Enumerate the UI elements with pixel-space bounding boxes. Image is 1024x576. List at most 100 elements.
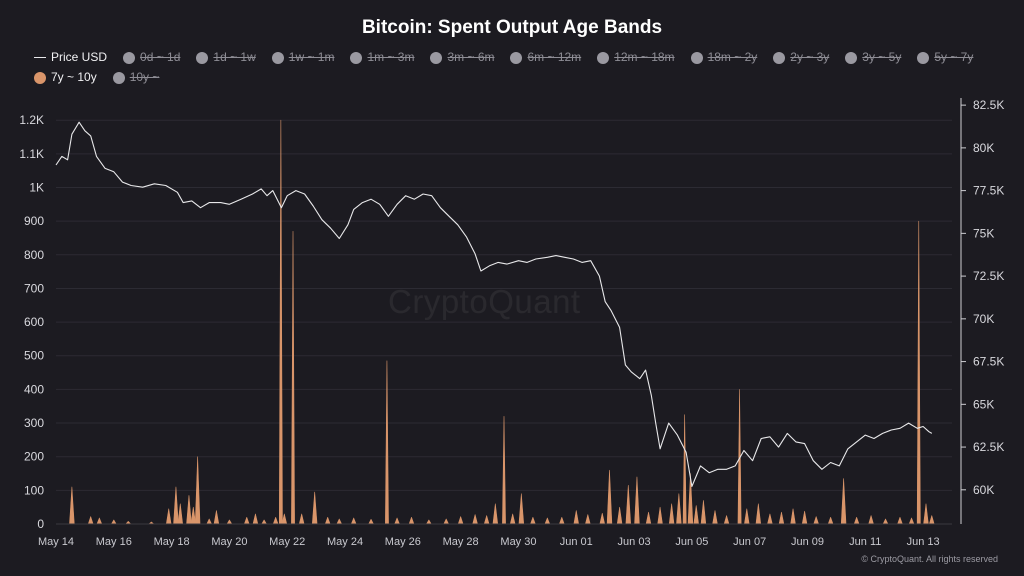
bar-peak bbox=[916, 220, 921, 525]
legend-item[interactable]: 7y ~ 10y bbox=[34, 69, 97, 86]
x-tick-label: Jun 13 bbox=[907, 536, 940, 548]
legend-item[interactable]: 0d ~ 1d bbox=[123, 49, 180, 66]
y-right-tick-label: 62.5K bbox=[973, 440, 1004, 454]
legend-label: 0d ~ 1d bbox=[140, 50, 181, 64]
bar-peak bbox=[908, 517, 915, 525]
legend-dot-swatch bbox=[271, 51, 284, 64]
legend-item[interactable]: 12m ~ 18m bbox=[597, 49, 675, 66]
legend-item[interactable]: 1d ~ 1w bbox=[196, 49, 256, 66]
bar-peak bbox=[291, 230, 295, 525]
legend-item[interactable]: 1w ~ 1m bbox=[271, 49, 335, 66]
bar-peak bbox=[111, 519, 117, 525]
legend-item[interactable]: Price USD bbox=[34, 49, 107, 66]
legend-dot-swatch bbox=[350, 51, 363, 64]
x-tick-label: May 18 bbox=[154, 536, 190, 548]
legend-item[interactable]: 3y ~ 5y bbox=[845, 49, 901, 66]
x-tick-label: May 28 bbox=[443, 536, 479, 548]
bar-peak bbox=[840, 478, 847, 525]
legend-label: 10y ~ bbox=[129, 70, 160, 84]
bar-peak bbox=[723, 515, 730, 525]
bar-peak bbox=[87, 516, 94, 525]
bar-peak bbox=[69, 486, 75, 525]
legend-line-swatch bbox=[34, 57, 46, 58]
bar-peak bbox=[853, 516, 860, 525]
legend-label: 3m ~ 6m bbox=[447, 50, 495, 64]
bar-peak bbox=[544, 517, 551, 525]
bar-peak bbox=[882, 518, 889, 525]
legend-label: 6m ~ 12m bbox=[527, 50, 582, 64]
legend-dot-swatch bbox=[196, 51, 209, 64]
legend-item[interactable]: 18m ~ 2y bbox=[690, 49, 757, 66]
legend-item[interactable]: 3m ~ 6m bbox=[430, 49, 494, 66]
bar-peak bbox=[509, 513, 516, 525]
legend-dot-swatch bbox=[430, 51, 443, 64]
legend-dot-swatch bbox=[34, 71, 46, 84]
legend-dot-swatch bbox=[845, 51, 858, 64]
y-left-tick-label: 900 bbox=[24, 214, 44, 228]
bar-peak bbox=[394, 517, 400, 525]
bar-peak bbox=[213, 510, 220, 525]
y-right-tick-label: 77.5K bbox=[973, 184, 1004, 198]
bar-peak bbox=[827, 516, 834, 525]
bar-peak bbox=[166, 508, 172, 525]
legend-item[interactable]: 1m ~ 3m bbox=[350, 49, 414, 66]
legend-item[interactable]: 6m ~ 12m bbox=[510, 49, 581, 66]
x-tick-label: May 22 bbox=[269, 536, 305, 548]
y-left-tick-label: 400 bbox=[24, 382, 44, 396]
legend-label: 1d ~ 1w bbox=[213, 50, 256, 64]
x-tick-label: Jun 09 bbox=[791, 536, 824, 548]
bar-peak bbox=[336, 518, 342, 525]
bar-peak bbox=[443, 518, 449, 525]
x-tick-label: Jun 11 bbox=[849, 536, 881, 548]
legend-dot-swatch bbox=[123, 51, 136, 64]
bar-peak bbox=[682, 414, 687, 525]
x-tick-label: May 24 bbox=[327, 536, 363, 548]
bar-peak bbox=[261, 519, 267, 525]
y-right-tick-label: 80K bbox=[973, 141, 994, 155]
bar-peak bbox=[483, 515, 490, 525]
bar-peak bbox=[252, 513, 259, 525]
bar-peak bbox=[173, 486, 179, 525]
bar-peak bbox=[298, 513, 305, 525]
y-right-tick-label: 65K bbox=[973, 397, 994, 411]
bar-peak bbox=[657, 506, 663, 525]
price-line-series bbox=[55, 121, 933, 487]
bar-peak bbox=[813, 516, 819, 525]
y-left-tick-label: 1.1K bbox=[19, 147, 44, 161]
x-axis-ticks: May 14 May 16 May 18 May 20 May 22 May 24 May … bbox=[38, 523, 952, 548]
chart-legend: Price USD 0d ~ 1d 1d ~ 1w 1w ~ 1m 1m ~ 3m 3m … bbox=[34, 49, 1014, 86]
x-tick-label: Jun 07 bbox=[733, 536, 766, 548]
legend-item[interactable]: 10y ~ bbox=[112, 69, 160, 86]
bar-peak bbox=[585, 514, 591, 525]
y-left-tick-label: 800 bbox=[24, 248, 44, 262]
bar-peak bbox=[573, 510, 579, 525]
legend-label: 1m ~ 3m bbox=[367, 50, 415, 64]
legend-item[interactable]: 2y ~ 3y bbox=[773, 49, 829, 66]
bar-peak bbox=[272, 516, 279, 525]
legend-dot-swatch bbox=[690, 51, 703, 64]
y-left-tick-label: 300 bbox=[24, 416, 44, 430]
legend-label: 1w ~ 1m bbox=[288, 50, 335, 64]
bar-peak bbox=[385, 360, 389, 525]
legend-dot-swatch bbox=[112, 71, 125, 84]
x-tick-label: May 30 bbox=[500, 536, 536, 548]
y-left-tick-label: 0 bbox=[37, 517, 44, 531]
bar-peak bbox=[408, 516, 415, 525]
x-tick-label: Jun 05 bbox=[675, 536, 708, 548]
bar-peak bbox=[929, 515, 935, 525]
y-right-tick-label: 70K bbox=[973, 312, 994, 326]
bar-peak bbox=[923, 503, 929, 525]
y-right-tick-label: 72.5K bbox=[973, 269, 1004, 283]
bar-peak bbox=[518, 493, 525, 525]
bar-peak bbox=[190, 506, 196, 525]
bar-peak bbox=[492, 503, 499, 525]
bar-peak bbox=[368, 518, 374, 525]
legend-label: 7y ~ 10y bbox=[51, 70, 97, 84]
bar-peak bbox=[755, 503, 762, 525]
y-left-tick-label: 200 bbox=[24, 450, 44, 464]
legend-dot-swatch bbox=[597, 51, 610, 64]
chart-title: Bitcoin: Spent Output Age Bands bbox=[361, 17, 663, 38]
legend-item[interactable]: 5y ~ 7y bbox=[917, 49, 973, 66]
copyright-text: © CryptoQuant. All rights reserved bbox=[861, 554, 998, 564]
